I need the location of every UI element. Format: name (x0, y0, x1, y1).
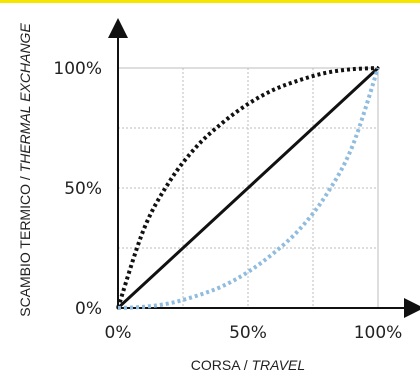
series-linear-line (116, 66, 380, 310)
series-equal-percentage-line (117, 67, 380, 310)
x-tick-label: 50% (229, 323, 267, 343)
x-axis-label: CORSA / TRAVEL (191, 357, 305, 373)
x-tick-label: 0% (105, 323, 132, 343)
tick-labels: 0% 50% 100% 0% 50% 100% (53, 59, 402, 343)
y-axis-label: SCAMBIO TERMICO / THERMAL EXCHANGE (17, 23, 33, 317)
series-quick-opening-line (116, 66, 379, 309)
y-tick-label: 50% (64, 179, 102, 199)
y-tick-label: 100% (53, 59, 102, 79)
axes (108, 18, 420, 318)
x-tick-label: 100% (354, 323, 403, 343)
y-tick-label: 0% (75, 299, 102, 319)
top-accent-bar (0, 0, 420, 3)
series-group (116, 66, 380, 310)
